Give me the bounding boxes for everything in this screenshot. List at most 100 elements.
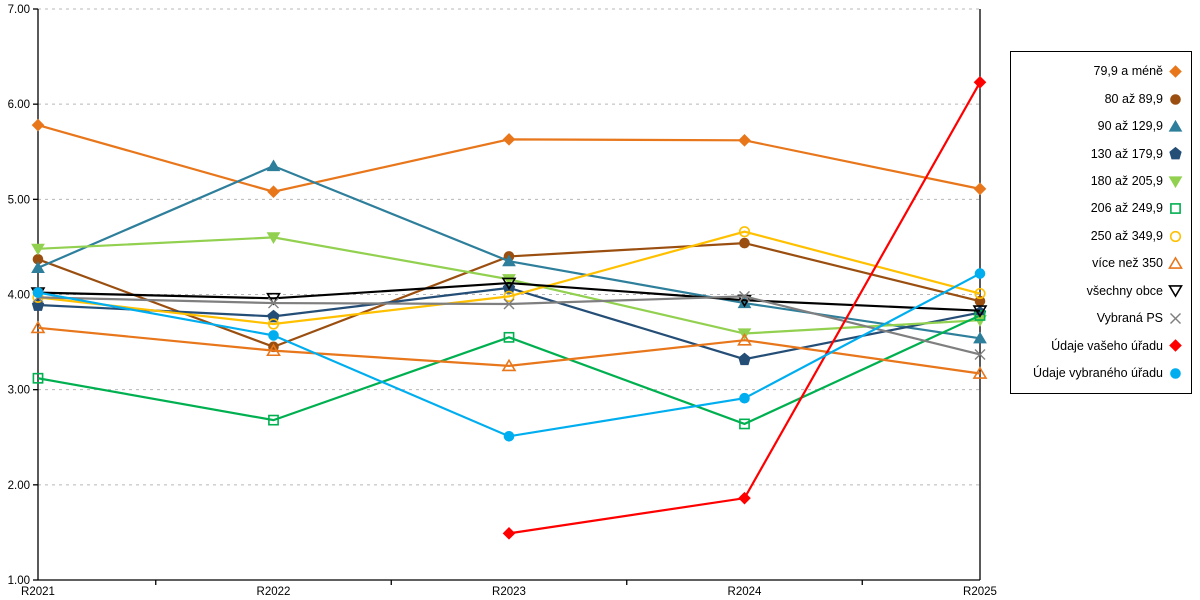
data-point-marker: [1170, 93, 1181, 105]
data-point-marker: [268, 330, 279, 341]
data-point-marker: [501, 358, 517, 372]
y-axis-tick-label: 5.00: [8, 194, 30, 206]
series-triangle-up: [30, 320, 988, 379]
data-point-marker: [268, 297, 279, 309]
series-line: [37, 281, 981, 312]
legend-label: Údaje vybraného úřadu: [1033, 365, 1163, 380]
data-point-marker: [266, 343, 281, 357]
data-point-marker: [973, 182, 987, 196]
legend-item: více než 350: [1015, 256, 1183, 271]
data-point-marker: [502, 254, 516, 267]
data-point-marker: [267, 309, 280, 323]
legend-label: 80 až 89,9: [1104, 91, 1163, 106]
data-point-marker: [1168, 119, 1183, 132]
y-axis-tick-label: 1.00: [8, 575, 30, 587]
y-axis-tick-label: 3.00: [8, 385, 30, 397]
data-point-marker: [974, 287, 986, 300]
data-point-marker: [739, 290, 750, 302]
legend-label: 130 až 179,9: [1090, 146, 1163, 161]
legend-item: Údaje vašeho úřadu: [1015, 338, 1183, 353]
data-point-marker: [1168, 256, 1183, 269]
data-point-marker: [1168, 285, 1183, 299]
series-diamond: [31, 118, 987, 199]
legend-item: všechny obce: [1015, 283, 1183, 299]
legend-marker-icon: [1170, 367, 1181, 379]
legend-label: všechny obce: [1086, 283, 1163, 298]
data-point-marker: [31, 243, 45, 256]
data-point-marker: [974, 348, 986, 360]
legend-marker-icon: [1168, 256, 1183, 269]
data-point-marker: [266, 292, 281, 306]
series-line: [37, 314, 981, 426]
data-point-marker: [973, 75, 987, 89]
series-line: [37, 230, 981, 326]
data-point-marker: [31, 261, 45, 273]
legend-marker-icon: [1169, 339, 1182, 353]
data-point-marker: [1170, 203, 1181, 215]
legend-item: 90 až 129,9: [1015, 119, 1183, 134]
legend-label: 250 až 349,9: [1090, 228, 1163, 243]
data-point-marker: [1170, 312, 1181, 324]
data-point-marker: [501, 277, 517, 291]
legend-label: 180 až 205,9: [1090, 174, 1163, 189]
legend-item: 206 až 249,9: [1015, 201, 1183, 216]
y-axis-tick-label: 4.00: [8, 290, 30, 302]
legend-marker-icon: [1169, 230, 1182, 242]
data-point-marker: [738, 226, 751, 238]
legend-marker-icon: [1170, 93, 1181, 105]
data-point-marker: [1168, 176, 1183, 188]
data-point-marker: [972, 305, 988, 318]
legend-marker-icon: [1168, 285, 1183, 299]
x-axis-tick-label: R2021: [21, 586, 55, 598]
data-point-marker: [268, 414, 279, 426]
data-point-marker: [1169, 230, 1182, 242]
series-line: [37, 272, 981, 438]
data-point-marker: [502, 133, 516, 146]
data-point-marker: [1169, 65, 1182, 79]
data-point-marker: [972, 366, 988, 379]
data-point-marker: [31, 118, 45, 132]
data-point-marker: [739, 392, 750, 404]
data-point-marker: [738, 134, 751, 147]
legend-label: Údaje vašeho úřadu: [1051, 338, 1163, 353]
y-axis-tick-label: 6.00: [8, 99, 30, 111]
data-point-marker: [503, 430, 515, 442]
legend-label: 79,9 a méně: [1093, 64, 1164, 79]
legend-item: 79,9 a méně: [1015, 64, 1183, 79]
data-point-marker: [1170, 367, 1181, 379]
data-point-marker: [503, 331, 515, 343]
legend-marker-icon: [1170, 312, 1181, 324]
series-line: [37, 326, 981, 375]
legend-marker-icon: [1169, 65, 1182, 79]
data-point-marker: [503, 298, 515, 310]
data-point-marker: [737, 296, 752, 309]
legend-marker-icon: [1168, 119, 1183, 132]
legend-label: Vybraná PS: [1096, 311, 1163, 326]
data-point-marker: [1169, 147, 1182, 160]
series-diamond: [502, 75, 987, 540]
x-axis-tick-label: R2025: [963, 586, 997, 598]
legend-item: 80 až 89,9: [1015, 92, 1183, 107]
data-point-marker: [266, 159, 281, 172]
legend-item: 180 až 205,9: [1015, 174, 1183, 189]
legend-marker-icon: [1169, 147, 1182, 160]
data-point-marker: [974, 268, 986, 279]
legend-marker-icon: [1168, 176, 1183, 188]
series-square: [32, 310, 986, 430]
series-x: [32, 290, 986, 360]
legend-marker-icon: [1170, 203, 1181, 215]
data-point-marker: [267, 185, 280, 199]
x-axis-tick-label: R2024: [728, 586, 762, 598]
legend-label: více než 350: [1092, 256, 1163, 271]
chart-legend: 79,9 a méně 80 až 89,9 90 až 129,9 130 až 1…: [1010, 51, 1192, 394]
x-axis-tick-label: R2022: [257, 586, 291, 598]
data-point-marker: [32, 287, 44, 298]
data-point-marker: [1169, 339, 1182, 353]
data-point-marker: [503, 290, 515, 303]
y-axis-tick-label: 7.00: [8, 4, 30, 16]
y-axis-tick-label: 2.00: [8, 480, 30, 492]
series-circle: [32, 268, 986, 442]
data-point-marker: [974, 310, 986, 321]
